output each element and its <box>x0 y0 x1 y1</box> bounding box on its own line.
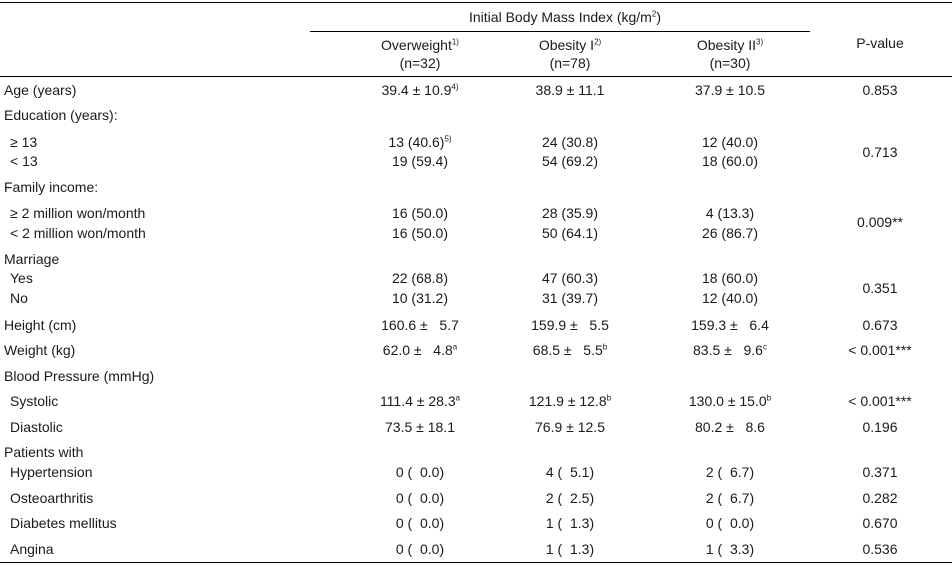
row-label-age: Age (years) <box>4 82 77 98</box>
bmi-group-header: Initial Body Mass Index (kg/m2) <box>469 9 661 25</box>
row-label-education: Education (years): <box>4 107 118 123</box>
cell-inc2-obesity-1: 50 (64.1) <box>541 225 599 241</box>
row-label-hypertension: Hypertension <box>10 464 93 480</box>
pvalue-education: 0.713 <box>862 144 898 160</box>
pvalue-angina: 0.536 <box>862 541 898 557</box>
row-label-income: Family income: <box>4 179 99 195</box>
cell-edu1-obesity-2: 12 (40.0) <box>701 134 759 150</box>
cell-mar2-obesity-2: 12 (40.0) <box>701 290 759 306</box>
cell-dia-overweight: 73.5 ± 18.1 <box>385 419 455 435</box>
cell-height-overweight: 160.6 ± 5.7 <box>381 317 459 333</box>
row-label-marriage-yes: Yes <box>10 270 33 286</box>
cell-edu2-obesity-2: 18 (60.0) <box>701 153 759 169</box>
row-label-marriage-no: No <box>10 290 28 306</box>
pvalue-income: 0.009** <box>857 214 903 230</box>
cell-dia-obesity-2: 80.2 ± 8.6 <box>695 419 765 435</box>
col-n-obesity-1: (n=78) <box>549 55 591 71</box>
cell-htn-overweight: 0 ( 0.0) <box>395 464 445 480</box>
row-label-marriage: Marriage <box>4 251 60 267</box>
cell-angina-overweight: 0 ( 0.0) <box>395 541 445 557</box>
row-label-osteoarthritis: Osteoarthritis <box>10 490 94 506</box>
cell-mar1-overweight: 22 (68.8) <box>391 270 449 286</box>
row-label-income-lt2: < 2 million won/month <box>10 225 146 241</box>
cell-oa-obesity-1: 2 ( 2.5) <box>545 490 595 506</box>
row-label-height: Height (cm) <box>4 317 77 333</box>
cell-edu2-obesity-1: 54 (69.2) <box>541 153 599 169</box>
row-label-bp: Blood Pressure (mmHg) <box>4 368 155 384</box>
cell-sys-overweight: 111.4 ± 28.3a <box>379 393 461 409</box>
pvalue-height: 0.673 <box>862 317 898 333</box>
col-header-pvalue: P-value <box>856 35 904 51</box>
row-label-systolic: Systolic <box>10 393 59 409</box>
cell-angina-obesity-2: 1 ( 3.3) <box>705 541 755 557</box>
col-n-overweight: (n=32) <box>399 55 441 71</box>
pvalue-hypertension: 0.371 <box>862 464 898 480</box>
cell-oa-obesity-2: 2 ( 6.7) <box>705 490 755 506</box>
cell-dm-overweight: 0 ( 0.0) <box>395 515 445 531</box>
cell-dm-obesity-2: 0 ( 0.0) <box>705 515 755 531</box>
col-header-obesity-1: Obesity I2) <box>538 37 602 53</box>
cell-edu1-obesity-1: 24 (30.8) <box>541 134 599 150</box>
cell-age-overweight: 39.4 ± 10.94) <box>381 82 459 98</box>
row-label-education-lt13: < 13 <box>10 153 38 169</box>
cell-edu1-overweight: 13 (40.6)5) <box>388 134 452 150</box>
row-label-weight: Weight (kg) <box>4 342 76 358</box>
table-bottom-rule <box>0 562 952 563</box>
cell-mar2-overweight: 10 (31.2) <box>391 290 449 306</box>
cell-weight-obesity-2: 83.5 ± 9.6c <box>693 342 767 358</box>
col-header-obesity-2: Obesity II3) <box>696 37 764 53</box>
cell-dm-obesity-1: 1 ( 1.3) <box>545 515 595 531</box>
table-top-rule <box>0 2 952 3</box>
row-label-diabetes: Diabetes mellitus <box>10 515 117 531</box>
cell-weight-overweight: 62.0 ± 4.8a <box>382 342 458 358</box>
pvalue-age: 0.853 <box>862 82 898 98</box>
col-header-overweight: Overweight1) <box>381 37 459 53</box>
cell-angina-obesity-1: 1 ( 1.3) <box>545 541 595 557</box>
cell-mar1-obesity-1: 47 (60.3) <box>541 270 599 286</box>
cell-age-obesity-2: 37.9 ± 10.5 <box>695 82 765 98</box>
pvalue-marriage: 0.351 <box>862 280 898 296</box>
row-label-education-ge13: ≥ 13 <box>10 134 38 150</box>
row-label-income-ge2: ≥ 2 million won/month <box>10 205 146 221</box>
cell-height-obesity-2: 159.3 ± 6.4 <box>691 317 769 333</box>
cell-htn-obesity-2: 2 ( 6.7) <box>705 464 755 480</box>
cell-edu2-overweight: 19 (59.4) <box>391 153 449 169</box>
cell-htn-obesity-1: 4 ( 5.1) <box>545 464 595 480</box>
cell-inc1-overweight: 16 (50.0) <box>391 205 449 221</box>
header-bottom-rule <box>0 76 952 77</box>
row-label-angina: Angina <box>10 541 54 557</box>
col-n-obesity-2: (n=30) <box>709 55 751 71</box>
pvalue-systolic: < 0.001*** <box>848 393 912 409</box>
cell-dia-obesity-1: 76.9 ± 12.5 <box>535 419 605 435</box>
pvalue-diastolic: 0.196 <box>862 419 898 435</box>
cell-inc1-obesity-1: 28 (35.9) <box>541 205 599 221</box>
cell-sys-obesity-1: 121.9 ± 12.8b <box>528 393 612 409</box>
group-header-rule <box>310 31 810 32</box>
row-label-patients: Patients with <box>4 444 84 460</box>
cell-sys-obesity-2: 130.0 ± 15.0b <box>688 393 772 409</box>
cell-inc2-obesity-2: 26 (86.7) <box>701 225 759 241</box>
pvalue-weight: < 0.001*** <box>848 342 912 358</box>
pvalue-diabetes: 0.670 <box>862 515 898 531</box>
cell-inc2-overweight: 16 (50.0) <box>391 225 449 241</box>
cell-age-obesity-1: 38.9 ± 11.1 <box>535 82 605 98</box>
cell-height-obesity-1: 159.9 ± 5.5 <box>531 317 609 333</box>
cell-inc1-obesity-2: 4 (13.3) <box>705 205 755 221</box>
cell-mar1-obesity-2: 18 (60.0) <box>701 270 759 286</box>
row-label-diastolic: Diastolic <box>10 419 63 435</box>
cell-oa-overweight: 0 ( 0.0) <box>395 490 445 506</box>
cell-mar2-obesity-1: 31 (39.7) <box>541 290 599 306</box>
cell-weight-obesity-1: 68.5 ± 5.5b <box>532 342 608 358</box>
pvalue-osteoarthritis: 0.282 <box>862 490 898 506</box>
